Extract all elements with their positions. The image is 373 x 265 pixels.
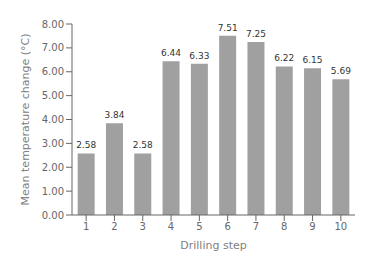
svg-text:6: 6 <box>224 221 230 232</box>
svg-text:7.51: 7.51 <box>218 23 238 33</box>
svg-text:5.00: 5.00 <box>42 90 64 101</box>
svg-text:6.15: 6.15 <box>303 55 323 65</box>
svg-text:10: 10 <box>334 221 347 232</box>
svg-text:2.58: 2.58 <box>133 140 153 150</box>
svg-text:7.25: 7.25 <box>246 29 266 39</box>
svg-text:2.58: 2.58 <box>76 140 96 150</box>
svg-text:5.69: 5.69 <box>331 66 351 76</box>
svg-text:2: 2 <box>111 221 117 232</box>
svg-text:Drilling step: Drilling step <box>180 239 246 252</box>
svg-text:7: 7 <box>253 221 259 232</box>
svg-text:3.00: 3.00 <box>42 138 64 149</box>
svg-text:Mean temperature change (°C): Mean temperature change (°C) <box>19 34 32 206</box>
svg-text:1: 1 <box>83 221 89 232</box>
svg-text:6.44: 6.44 <box>161 48 181 58</box>
svg-text:6.22: 6.22 <box>274 53 294 63</box>
svg-text:0.00: 0.00 <box>42 210 64 221</box>
svg-text:5: 5 <box>196 221 202 232</box>
svg-text:6.33: 6.33 <box>189 51 209 61</box>
svg-text:7.00: 7.00 <box>42 42 64 53</box>
svg-text:9: 9 <box>309 221 315 232</box>
svg-text:6.00: 6.00 <box>42 66 64 77</box>
svg-text:1.00: 1.00 <box>42 186 64 197</box>
svg-text:4.00: 4.00 <box>42 114 64 125</box>
svg-text:3: 3 <box>140 221 146 232</box>
svg-text:8: 8 <box>281 221 287 232</box>
svg-text:4: 4 <box>168 221 174 232</box>
svg-text:8.00: 8.00 <box>42 19 64 30</box>
svg-text:3.84: 3.84 <box>104 110 124 120</box>
svg-text:2.00: 2.00 <box>42 162 64 173</box>
